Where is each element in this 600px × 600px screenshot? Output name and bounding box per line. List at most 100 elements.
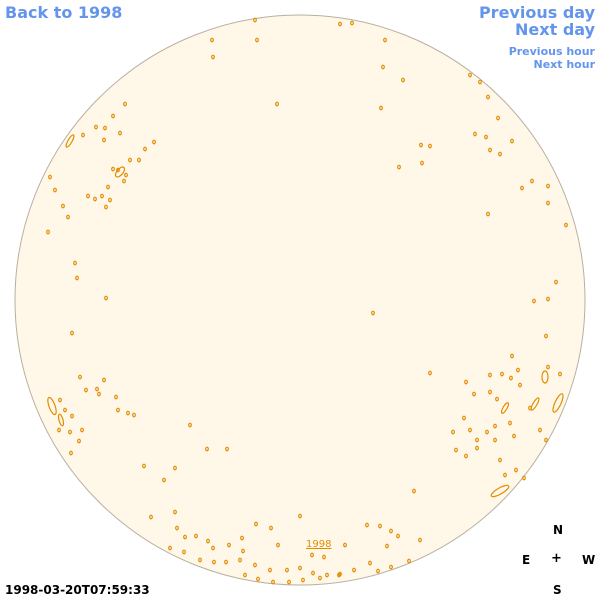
contour-spot: [142, 463, 146, 469]
contour-spot: [546, 183, 550, 189]
contour-spot: [100, 193, 104, 199]
contour-spot: [325, 572, 329, 578]
contour-spot: [412, 488, 416, 494]
contour-spot: [53, 187, 57, 193]
contour-loop: [500, 402, 510, 414]
contour-spot: [389, 564, 393, 570]
contour-spot: [126, 410, 130, 416]
contour-spot: [428, 143, 432, 149]
contour-spot: [546, 200, 550, 206]
observation-timestamp: 1998-03-20T07:59:33: [5, 583, 150, 597]
contour-spot: [70, 330, 74, 336]
contour-spot: [287, 579, 291, 585]
contour-spot: [243, 572, 247, 578]
contour-spot: [198, 557, 202, 563]
contour-spot: [275, 101, 279, 107]
contour-spot: [205, 446, 209, 452]
contour-spot: [240, 535, 244, 541]
contour-spot: [509, 375, 513, 381]
contour-spot: [86, 193, 90, 199]
previous-hour-link[interactable]: Previous hour: [508, 45, 595, 58]
contour-spot: [546, 296, 550, 302]
contour-spot: [224, 559, 228, 565]
contour-spot: [111, 166, 115, 172]
contour-spot: [496, 115, 500, 121]
contour-spot: [69, 450, 73, 456]
contour-loop: [530, 397, 540, 411]
contour-spot: [75, 275, 79, 281]
compass-west-label: W: [582, 553, 596, 567]
contour-spot: [68, 429, 72, 435]
contour-spot: [46, 229, 50, 235]
contour-spot: [253, 562, 257, 568]
contour-spot: [419, 142, 423, 148]
next-hour-link[interactable]: Next hour: [533, 58, 596, 71]
contour-spot: [518, 382, 522, 388]
contour-spot: [310, 552, 314, 558]
contour-spot: [162, 477, 166, 483]
contour-spot: [383, 37, 387, 43]
contour-spot: [554, 279, 558, 285]
compass-north-label: N: [553, 523, 564, 537]
contour-spot: [512, 433, 516, 439]
contour-spot: [486, 94, 490, 100]
contour-spot: [389, 528, 393, 534]
year-link[interactable]: 1998: [306, 539, 332, 550]
contour-spot: [376, 568, 380, 574]
contour-spot: [238, 557, 242, 563]
contour-spot: [276, 542, 280, 548]
contour-spot: [464, 379, 468, 385]
contour-spot: [104, 204, 108, 210]
contour-spot: [225, 446, 229, 452]
contour-spot: [522, 475, 526, 481]
contour-loop: [541, 370, 549, 384]
contour-spot: [503, 472, 507, 478]
contour-spot: [510, 353, 514, 359]
contour-spot: [371, 310, 375, 316]
contour-spot: [116, 407, 120, 413]
contour-spot: [486, 211, 490, 217]
contour-spot: [428, 370, 432, 376]
back-to-year-link[interactable]: Back to 1998: [5, 3, 123, 22]
contour-spot: [530, 178, 534, 184]
contour-spot: [128, 157, 132, 163]
contour-spot: [516, 367, 520, 373]
contour-spot: [322, 554, 326, 560]
contour-spot: [211, 54, 215, 60]
contour-spot: [379, 105, 383, 111]
contour-spot: [132, 412, 136, 418]
contour-spot: [454, 447, 458, 453]
previous-day-link[interactable]: Previous day: [478, 3, 595, 22]
compass-south-label: S: [553, 583, 562, 597]
contour-spot: [498, 151, 502, 157]
contour-spot: [311, 570, 315, 576]
contour-spot: [73, 260, 77, 266]
contour-spot: [97, 391, 101, 397]
contour-spot: [94, 124, 98, 130]
contour-spot: [407, 558, 411, 564]
contour-spot: [520, 185, 524, 191]
contour-spot: [152, 139, 156, 145]
contour-spot: [194, 533, 198, 539]
contour-spot: [337, 572, 341, 578]
contour-spot: [378, 523, 382, 529]
contour-spot: [546, 364, 550, 370]
contour-spot: [253, 17, 257, 23]
contour-spot: [538, 427, 542, 433]
contour-spot: [500, 371, 504, 377]
contour-spot: [118, 130, 122, 136]
contour-spot: [58, 397, 62, 403]
compass-east-label: E: [522, 553, 531, 567]
contour-loop: [65, 134, 75, 148]
contour-spot: [173, 509, 177, 515]
contour-spot: [102, 137, 106, 143]
contour-spot: [462, 415, 466, 421]
contour-spot: [343, 542, 347, 548]
contour-spot: [149, 514, 153, 520]
next-day-link[interactable]: Next day: [515, 20, 595, 39]
contour-spot: [498, 457, 502, 463]
contour-spot: [116, 167, 120, 173]
contour-spot: [241, 548, 245, 554]
contour-spot: [472, 391, 476, 397]
contour-loop: [47, 396, 57, 416]
